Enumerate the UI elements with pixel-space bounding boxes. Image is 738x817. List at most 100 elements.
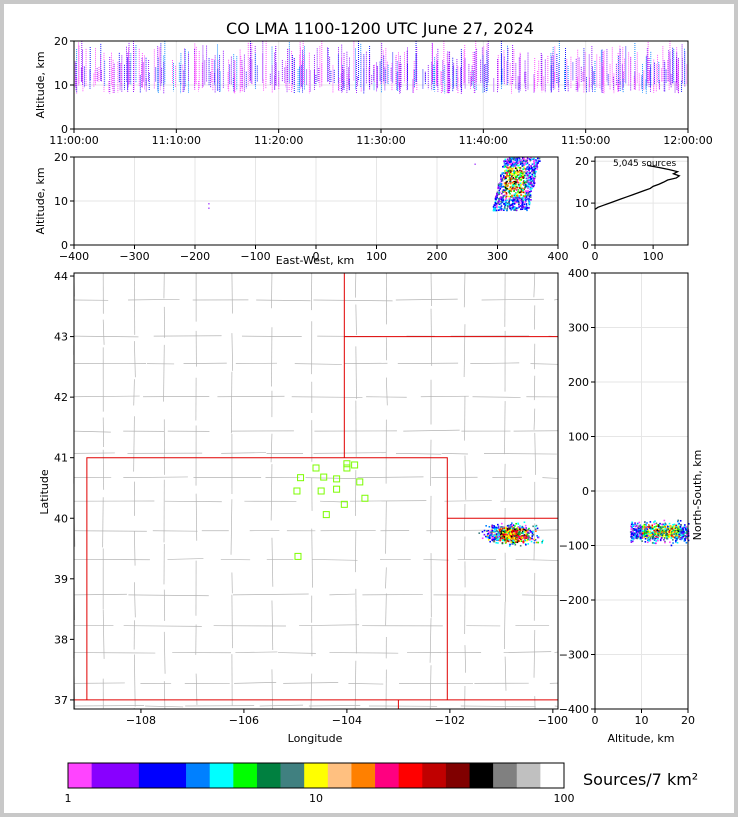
ew-source-point	[505, 173, 508, 176]
ew-source-point	[527, 185, 529, 188]
map-source-point	[525, 530, 528, 533]
map-source-point	[524, 530, 527, 532]
map-source-point	[513, 533, 515, 535]
ew-source-point	[503, 203, 505, 205]
map-source-point	[514, 537, 517, 539]
ns-source-point	[673, 526, 676, 529]
ew-source-point	[504, 200, 507, 202]
ns-ytick-label: 200	[568, 376, 589, 389]
ew-ytick-label: 10	[54, 195, 68, 208]
ns-source-point	[672, 523, 674, 526]
ns-source-point	[678, 528, 680, 531]
ew-source-point	[526, 157, 529, 160]
ns-source-point	[662, 532, 665, 535]
map-source-point	[515, 535, 517, 537]
ns-source-point	[641, 528, 644, 530]
lma-station-marker	[297, 474, 305, 482]
ew-source-point	[503, 183, 506, 185]
ns-source-point	[649, 536, 652, 538]
ns-source-point	[668, 522, 671, 525]
ns-source-point	[670, 534, 673, 537]
ew-source-point	[514, 165, 516, 167]
ew-source-point	[504, 187, 507, 190]
ew-source-point	[503, 162, 506, 164]
ns-source-point	[677, 530, 680, 532]
ew-source-point	[524, 201, 526, 203]
map-source-point	[513, 536, 516, 539]
ew-source-point	[519, 205, 522, 207]
map-source-point	[511, 538, 513, 540]
county-border	[349, 500, 427, 502]
colorbar-swatch	[91, 763, 116, 788]
ns-source-point	[681, 534, 684, 536]
county-border	[294, 363, 342, 365]
ew-source-point	[521, 199, 524, 202]
ns-source-point	[655, 532, 658, 535]
ns-source-point	[678, 533, 680, 536]
ew-source-point	[530, 176, 532, 178]
ns-source-point	[656, 531, 659, 533]
ew-source-point	[492, 209, 495, 212]
map-source-point	[501, 542, 504, 545]
ew-source-point	[511, 205, 514, 207]
map-source-point	[493, 526, 496, 528]
ew-source-point	[519, 176, 521, 179]
map-source-point	[525, 537, 527, 539]
map-source-point	[483, 529, 486, 532]
map-source-point	[533, 538, 536, 541]
ns-source-point	[677, 527, 679, 530]
ew-source-point	[523, 184, 526, 186]
map-source-point	[481, 530, 484, 533]
ew-source-point	[530, 157, 532, 159]
ew-source-point	[494, 202, 497, 205]
county-border	[533, 629, 536, 678]
county-border	[73, 335, 139, 338]
ew-source-point	[512, 206, 514, 209]
ew-source-point	[525, 177, 528, 180]
ew-source-point	[514, 157, 516, 160]
ew-source-point	[502, 194, 505, 197]
county-border	[430, 308, 433, 366]
ew-source-point	[504, 164, 506, 166]
ns-source-point	[630, 530, 633, 533]
ns-source-point	[630, 541, 633, 543]
map-source-point	[517, 540, 520, 542]
lma-station-marker	[351, 461, 359, 469]
ns-source-point	[673, 523, 676, 526]
ew-source-point	[515, 192, 518, 195]
ew-source-point	[497, 200, 500, 202]
hist-annotation: 5,045 sources	[613, 159, 677, 169]
ns-source-point	[674, 529, 677, 532]
map-source-point	[527, 538, 529, 541]
ns-source-point	[664, 522, 667, 525]
county-border	[554, 298, 559, 301]
ns-source-point	[642, 534, 645, 537]
lma-station-marker	[361, 494, 369, 502]
ew-source-point	[499, 206, 501, 209]
ns-source-point	[678, 532, 681, 535]
ew-source-point	[529, 172, 531, 174]
ew-source-point	[522, 206, 524, 209]
ew-source-point	[520, 170, 523, 172]
ew-source-point	[510, 170, 512, 173]
ns-source-point	[641, 526, 644, 528]
map-source-point	[509, 537, 511, 539]
map-source-point	[490, 534, 492, 537]
ns-source-point	[646, 535, 649, 537]
county-border	[554, 651, 559, 653]
ew-source-point	[508, 157, 511, 159]
ns-source-point	[664, 526, 667, 528]
map-source-point	[518, 537, 521, 540]
ew-source-point	[526, 184, 529, 187]
ns-source-point	[679, 530, 682, 532]
map-source-point	[494, 528, 496, 531]
ew-source-point	[521, 158, 524, 161]
map-source-point	[531, 534, 534, 536]
ns-source-point	[653, 539, 656, 541]
ns-source-point	[684, 532, 686, 535]
ew-source-point	[520, 194, 522, 196]
map-source-point	[491, 539, 494, 541]
ns-source-point	[659, 535, 662, 537]
map-source-point	[516, 536, 518, 539]
map-source-point	[513, 527, 515, 529]
